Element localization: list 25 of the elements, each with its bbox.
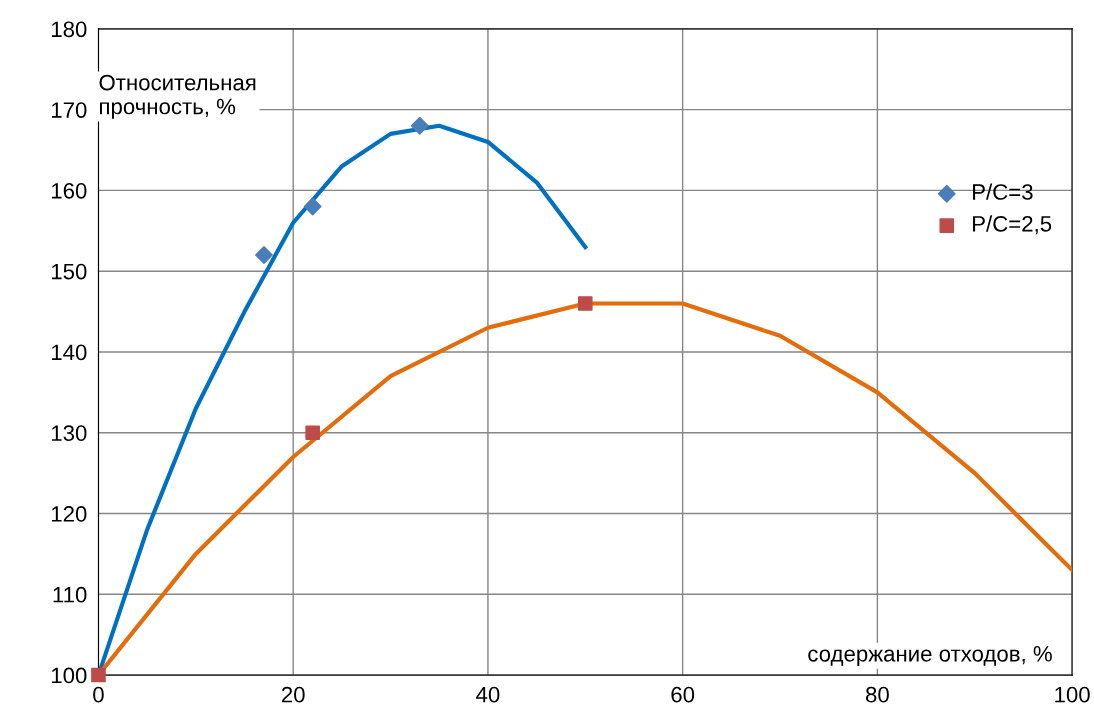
y-tick-label: 120 [51,506,87,522]
point [91,667,106,683]
y-axis-title: Относительная прочность, % [99,74,256,119]
legend-label: Р/С=3 [973,183,1033,200]
point [305,425,320,441]
y-tick-label: 150 [51,263,87,280]
point [410,116,429,135]
y-tick-label: 170 [51,102,87,118]
legend-label: Р/С=2,5 [973,215,1052,235]
x-tick-label: 0 [93,686,104,703]
x-tick-label: 40 [476,686,500,703]
y-tick-label: 140 [51,344,87,361]
point [303,197,322,216]
x-tick-label: 100 [1055,686,1090,703]
point [255,246,273,264]
x-tick-label: 20 [281,686,305,703]
y-tick-label: 110 [53,586,87,603]
y-tick-label: 100 [51,667,87,684]
x-axis-title: содержание отходов, % [808,646,1052,667]
x-tick-label: 80 [866,686,889,703]
y-tick-label: 180 [51,21,87,38]
x-tick-label: 60 [671,686,695,703]
y-tick-label: 160 [51,182,87,199]
point [578,296,593,311]
y-tick-label: 130 [51,425,87,442]
